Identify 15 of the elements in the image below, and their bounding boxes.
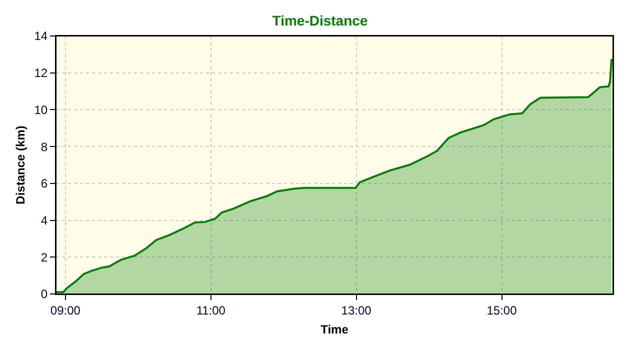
y-tick-label: 10 — [34, 102, 48, 117]
y-tick-label: 14 — [34, 29, 48, 44]
x-axis-title: Time — [320, 322, 349, 336]
y-axis-title: Distance (km) — [14, 126, 28, 204]
x-tick-label: 13:00 — [341, 303, 372, 318]
y-tick-label: 4 — [40, 213, 48, 228]
y-tick-label: 0 — [40, 287, 48, 302]
y-tick-label: 2 — [40, 250, 48, 264]
x-tick-label: 11:00 — [196, 303, 226, 318]
y-tick-label: 8 — [40, 140, 48, 154]
y-tick-label: 12 — [34, 66, 48, 80]
y-tick-label: 6 — [40, 176, 48, 191]
x-tick-label: 15:00 — [486, 303, 518, 318]
x-tick-label: 09:00 — [50, 303, 81, 318]
chart-title: Time-Distance — [272, 12, 368, 29]
